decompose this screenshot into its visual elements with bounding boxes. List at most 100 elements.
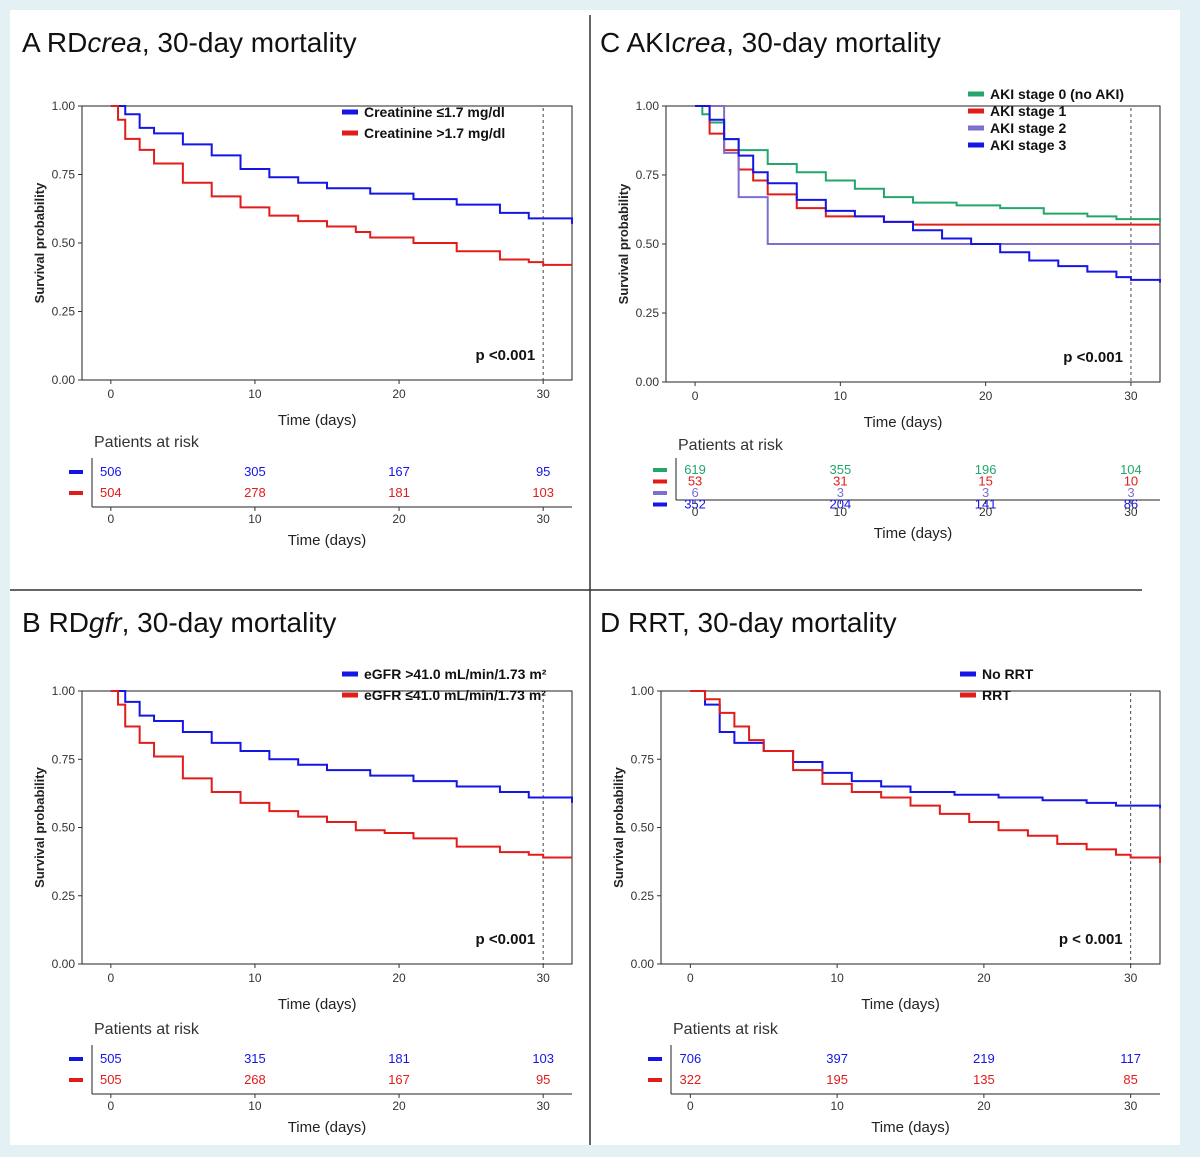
panel-letter: B bbox=[22, 607, 48, 638]
survival-curve-2 bbox=[695, 105, 1160, 226]
y-tick-label: 0.25 bbox=[636, 306, 660, 320]
legend-label: AKI stage 0 (no AKI) bbox=[990, 86, 1124, 102]
risk-count: 31 bbox=[833, 474, 847, 489]
x-axis-label: Time (days) bbox=[278, 412, 357, 429]
panel-title-prefix: RRT bbox=[628, 607, 685, 638]
risk-count: 278 bbox=[244, 485, 266, 500]
risk-count: 95 bbox=[536, 1072, 550, 1087]
risk-x-tick-label: 20 bbox=[977, 1099, 991, 1113]
risk-count: 268 bbox=[244, 1072, 266, 1087]
legend-label: No RRT bbox=[982, 666, 1034, 682]
risk-count: 167 bbox=[388, 464, 410, 479]
panel-title-suffix: , 30-day mortality bbox=[142, 27, 357, 58]
survival-curve-4 bbox=[695, 105, 1161, 283]
y-tick-label: 0.75 bbox=[631, 752, 655, 766]
p-value: p <0.001 bbox=[1063, 349, 1123, 366]
y-tick-label: 0.75 bbox=[52, 752, 76, 766]
x-axis-label: Time (days) bbox=[864, 414, 943, 431]
y-tick-label: 0.50 bbox=[52, 821, 76, 835]
x-tick-label: 0 bbox=[687, 971, 694, 985]
risk-count: 315 bbox=[244, 1051, 266, 1066]
risk-count: 167 bbox=[388, 1072, 410, 1087]
risk-x-tick-label: 20 bbox=[392, 512, 406, 526]
risk-x-axis-label: Time (days) bbox=[288, 1119, 367, 1136]
risk-count: 6 bbox=[691, 485, 698, 500]
risk-count: 219 bbox=[973, 1051, 995, 1066]
risk-x-tick-label: 10 bbox=[248, 1099, 262, 1113]
panel-title: C AKIcrea, 30-day mortality bbox=[600, 27, 941, 58]
y-tick-label: 0.75 bbox=[52, 168, 76, 182]
risk-table-title: Patients at risk bbox=[678, 437, 784, 454]
risk-count: 195 bbox=[826, 1072, 848, 1087]
risk-x-tick-label: 30 bbox=[1124, 505, 1138, 519]
risk-x-axis-label: Time (days) bbox=[288, 532, 367, 549]
risk-x-tick-label: 0 bbox=[107, 1099, 114, 1113]
p-value: p < 0.001 bbox=[1059, 931, 1123, 948]
x-tick-label: 20 bbox=[392, 971, 406, 985]
risk-x-tick-label: 20 bbox=[979, 505, 993, 519]
y-tick-label: 0.25 bbox=[52, 305, 76, 319]
risk-count: 506 bbox=[100, 464, 122, 479]
km-figure-svg: A RDcrea, 30-day mortality 0.00 0.25 0.50 0.… bbox=[10, 15, 1161, 1145]
x-axis-label: Time (days) bbox=[861, 996, 940, 1013]
y-tick-label: 1.00 bbox=[631, 684, 655, 698]
risk-count: 504 bbox=[100, 485, 122, 500]
risk-table-title: Patients at risk bbox=[94, 1021, 200, 1038]
y-tick-label: 1.00 bbox=[636, 99, 660, 113]
risk-count: 10 bbox=[1124, 474, 1138, 489]
panel-title-suffix: , 30-day mortality bbox=[726, 27, 941, 58]
risk-count: 53 bbox=[688, 474, 702, 489]
risk-count: 305 bbox=[244, 464, 266, 479]
risk-x-tick-label: 30 bbox=[536, 1099, 550, 1113]
y-tick-label: 0.25 bbox=[52, 889, 76, 903]
x-tick-label: 10 bbox=[830, 971, 844, 985]
risk-count: 103 bbox=[532, 485, 554, 500]
risk-x-tick-label: 30 bbox=[536, 512, 550, 526]
risk-x-tick-label: 0 bbox=[107, 512, 114, 526]
panel-letter: C bbox=[600, 27, 626, 58]
y-axis-label: Survival probability bbox=[611, 766, 626, 887]
x-tick-label: 0 bbox=[107, 971, 114, 985]
x-axis-label: Time (days) bbox=[278, 996, 357, 1013]
risk-x-tick-label: 10 bbox=[830, 1099, 844, 1113]
y-tick-label: 0.50 bbox=[636, 237, 660, 251]
risk-x-tick-label: 30 bbox=[1124, 1099, 1138, 1113]
y-tick-label: 0.25 bbox=[631, 889, 655, 903]
y-tick-label: 0.00 bbox=[636, 375, 660, 389]
panel-a: A RDcrea, 30-day mortality 0.00 0.25 0.50 0.… bbox=[22, 27, 573, 549]
plot-frame bbox=[660, 690, 1161, 965]
panel-title: D RRT, 30-day mortality bbox=[600, 607, 897, 638]
survival-curve-2 bbox=[110, 105, 572, 266]
x-tick-label: 30 bbox=[536, 971, 550, 985]
y-tick-label: 0.75 bbox=[636, 168, 660, 182]
risk-count: 85 bbox=[1123, 1072, 1137, 1087]
survival-curve-1 bbox=[690, 690, 1161, 809]
risk-count: 3 bbox=[1127, 485, 1134, 500]
risk-table-title: Patients at risk bbox=[94, 434, 200, 451]
panel-title-prefix: RD bbox=[48, 607, 88, 638]
x-tick-label: 0 bbox=[107, 387, 114, 401]
panel-b: B RDgfr, 30-day mortality 0.00 0.25 0.50 0.7… bbox=[22, 607, 573, 1136]
panel-title-prefix: AKI bbox=[626, 27, 671, 58]
risk-x-tick-label: 10 bbox=[248, 512, 262, 526]
risk-x-tick-label: 0 bbox=[687, 1099, 694, 1113]
panel-c: C AKIcrea, 30-day mortality 0.00 0.25 0.50 0… bbox=[600, 27, 1161, 542]
panel-letter: A bbox=[22, 27, 47, 58]
risk-count: 397 bbox=[826, 1051, 848, 1066]
y-tick-label: 1.00 bbox=[52, 99, 76, 113]
risk-count: 322 bbox=[680, 1072, 702, 1087]
risk-x-axis-label: Time (days) bbox=[874, 525, 953, 542]
panel-title-prefix: RD bbox=[47, 27, 87, 58]
p-value: p <0.001 bbox=[476, 347, 536, 364]
panel-title: A RDcrea, 30-day mortality bbox=[22, 27, 357, 58]
y-tick-label: 0.00 bbox=[52, 957, 76, 971]
y-tick-label: 0.50 bbox=[52, 236, 76, 250]
x-tick-label: 30 bbox=[1124, 389, 1138, 403]
legend-label: AKI stage 1 bbox=[990, 103, 1066, 119]
x-tick-label: 30 bbox=[1124, 971, 1138, 985]
risk-count: 706 bbox=[680, 1051, 702, 1066]
legend-label: eGFR >41.0 mL/min/1.73 m² bbox=[364, 666, 547, 682]
risk-count: 505 bbox=[100, 1051, 122, 1066]
risk-x-tick-label: 0 bbox=[692, 505, 699, 519]
x-tick-label: 20 bbox=[392, 387, 406, 401]
